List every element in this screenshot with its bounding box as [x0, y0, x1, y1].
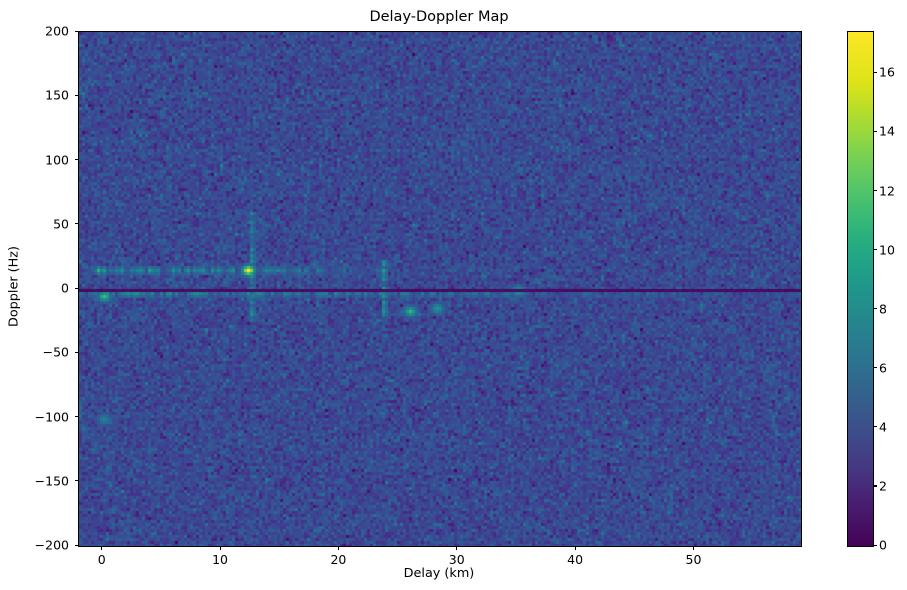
colorbar-tick-mark — [873, 190, 877, 192]
colorbar-tick-label: 0 — [879, 537, 887, 553]
y-tick-mark — [74, 30, 78, 32]
x-tick-label: 0 — [97, 552, 106, 567]
colorbar-tick-mark — [873, 308, 877, 310]
y-tick-label: 50 — [53, 216, 69, 232]
colorbar-tick-mark — [873, 426, 877, 428]
y-tick-label: −200 — [34, 537, 69, 553]
x-tick-mark — [337, 546, 339, 550]
x-tick-label: 40 — [567, 552, 584, 567]
y-tick-mark — [74, 544, 78, 546]
delay-doppler-heatmap — [79, 32, 801, 546]
x-tick-mark — [219, 546, 221, 550]
colorbar-tick-mark — [873, 130, 877, 133]
y-tick-label: 0 — [61, 280, 69, 296]
y-tick-label: 150 — [45, 87, 69, 103]
y-tick-label: 100 — [45, 152, 69, 167]
y-tick-mark — [74, 416, 78, 418]
y-tick-mark — [74, 287, 78, 289]
y-tick-label: 200 — [45, 23, 69, 39]
colorbar-tick-mark — [873, 71, 877, 73]
x-tick-mark — [101, 546, 103, 550]
y-tick-mark — [74, 223, 78, 225]
colorbar-gradient — [848, 32, 873, 546]
x-tick-label: 30 — [448, 552, 465, 567]
x-axis-label: Delay (km) — [403, 566, 475, 581]
page-title: Delay-Doppler Map — [369, 9, 509, 25]
y-tick-mark — [74, 94, 78, 96]
x-tick-mark — [456, 546, 458, 550]
x-tick-mark — [574, 546, 576, 550]
colorbar-tick-mark — [873, 485, 877, 487]
y-tick-mark — [74, 159, 78, 161]
x-tick-label: 50 — [685, 552, 702, 567]
colorbar-tick-label: 4 — [879, 419, 887, 435]
delay-doppler-plot-area — [78, 31, 802, 547]
colorbar-tick-label: 14 — [879, 123, 895, 139]
colorbar-tick-label: 2 — [879, 478, 887, 494]
x-tick-mark — [692, 546, 695, 550]
x-tick-label: 20 — [330, 552, 347, 567]
colorbar-tick-label: 8 — [879, 301, 887, 317]
y-tick-label: −150 — [34, 473, 69, 489]
colorbar-tick-mark — [873, 544, 877, 546]
colorbar-tick-mark — [873, 367, 877, 369]
y-tick-mark — [74, 480, 78, 482]
colorbar-tick-label: 6 — [879, 360, 887, 376]
colorbar-tick-label: 16 — [879, 64, 895, 80]
colorbar-tick-mark — [873, 249, 877, 251]
colorbar — [847, 31, 874, 547]
y-tick-label: −50 — [42, 344, 69, 360]
y-axis-label: Doppler (Hz) — [6, 246, 22, 328]
colorbar-tick-label: 12 — [879, 183, 895, 199]
y-tick-mark — [74, 351, 78, 353]
y-tick-label: −100 — [34, 409, 69, 424]
x-tick-label: 10 — [212, 552, 228, 567]
colorbar-tick-label: 10 — [879, 242, 895, 258]
